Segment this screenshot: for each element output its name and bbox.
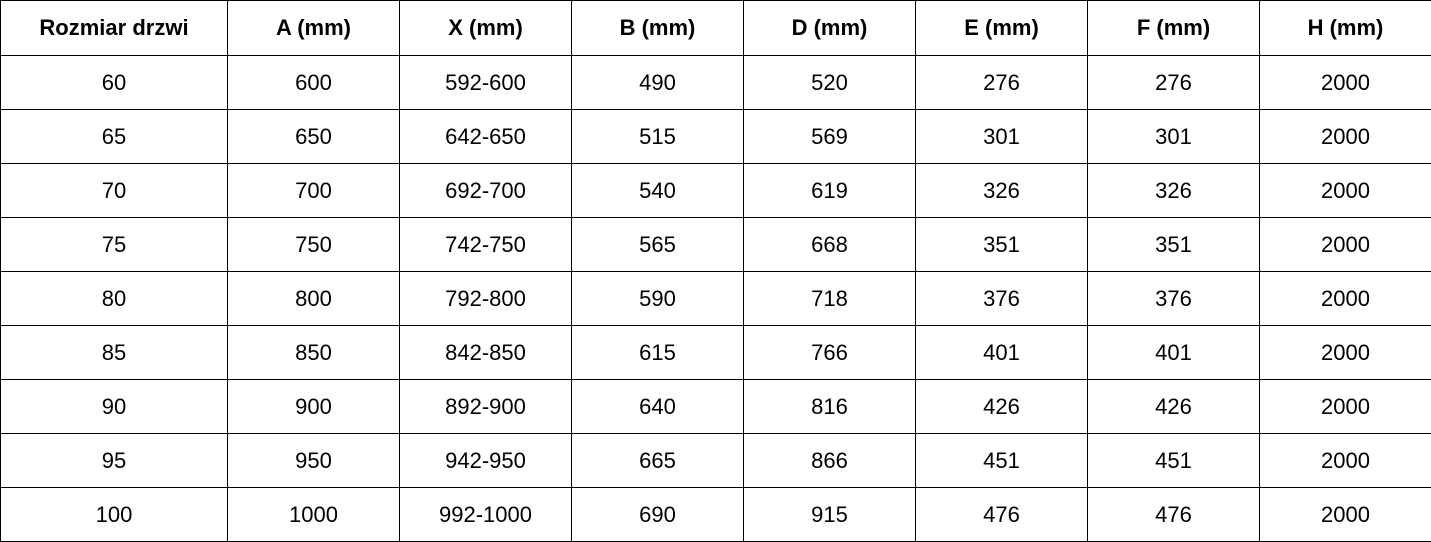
table-cell: 615 — [572, 326, 744, 380]
table-cell: 642-650 — [400, 110, 572, 164]
table-cell: 376 — [1088, 272, 1260, 326]
table-cell: 950 — [228, 434, 400, 488]
table-cell: 750 — [228, 218, 400, 272]
table-cell: 766 — [744, 326, 916, 380]
table-cell: 70 — [1, 164, 228, 218]
table-cell: 90 — [1, 380, 228, 434]
column-header: D (mm) — [744, 1, 916, 56]
table-cell: 476 — [1088, 488, 1260, 542]
table-cell: 915 — [744, 488, 916, 542]
table-cell: 2000 — [1260, 56, 1431, 110]
table-cell: 426 — [1088, 380, 1260, 434]
table-cell: 376 — [916, 272, 1088, 326]
table-cell: 95 — [1, 434, 228, 488]
table-cell: 600 — [228, 56, 400, 110]
table-cell: 1000 — [228, 488, 400, 542]
table-cell: 866 — [744, 434, 916, 488]
table-cell: 992-1000 — [400, 488, 572, 542]
table-cell: 665 — [572, 434, 744, 488]
column-header: F (mm) — [1088, 1, 1260, 56]
table-cell: 80 — [1, 272, 228, 326]
table-cell: 892-900 — [400, 380, 572, 434]
column-header: B (mm) — [572, 1, 744, 56]
table-cell: 60 — [1, 56, 228, 110]
table-cell: 942-950 — [400, 434, 572, 488]
table-cell: 451 — [916, 434, 1088, 488]
column-header: A (mm) — [228, 1, 400, 56]
table-cell: 569 — [744, 110, 916, 164]
table-cell: 640 — [572, 380, 744, 434]
table-cell: 718 — [744, 272, 916, 326]
table-cell: 75 — [1, 218, 228, 272]
table-cell: 520 — [744, 56, 916, 110]
table-cell: 85 — [1, 326, 228, 380]
table-cell: 515 — [572, 110, 744, 164]
table-cell: 565 — [572, 218, 744, 272]
table-cell: 2000 — [1260, 326, 1431, 380]
table-cell: 850 — [228, 326, 400, 380]
table-cell: 100 — [1, 488, 228, 542]
table-cell: 792-800 — [400, 272, 572, 326]
table-cell: 2000 — [1260, 110, 1431, 164]
table-cell: 650 — [228, 110, 400, 164]
table-cell: 592-600 — [400, 56, 572, 110]
table-cell: 590 — [572, 272, 744, 326]
table-cell: 426 — [916, 380, 1088, 434]
table-cell: 276 — [1088, 56, 1260, 110]
column-header: H (mm) — [1260, 1, 1431, 56]
table-cell: 301 — [1088, 110, 1260, 164]
table-cell: 668 — [744, 218, 916, 272]
table-cell: 816 — [744, 380, 916, 434]
table-cell: 276 — [916, 56, 1088, 110]
table-cell: 700 — [228, 164, 400, 218]
column-header: E (mm) — [916, 1, 1088, 56]
table-cell: 2000 — [1260, 164, 1431, 218]
table-cell: 900 — [228, 380, 400, 434]
table-cell: 351 — [916, 218, 1088, 272]
column-header: X (mm) — [400, 1, 572, 56]
table-cell: 451 — [1088, 434, 1260, 488]
table-cell: 842-850 — [400, 326, 572, 380]
table-cell: 326 — [916, 164, 1088, 218]
table-cell: 301 — [916, 110, 1088, 164]
table-cell: 490 — [572, 56, 744, 110]
table-cell: 692-700 — [400, 164, 572, 218]
table-cell: 351 — [1088, 218, 1260, 272]
table-cell: 476 — [916, 488, 1088, 542]
table-cell: 800 — [228, 272, 400, 326]
table-cell: 619 — [744, 164, 916, 218]
table-cell: 65 — [1, 110, 228, 164]
table-cell: 2000 — [1260, 488, 1431, 542]
table-cell: 690 — [572, 488, 744, 542]
table-cell: 2000 — [1260, 380, 1431, 434]
table-cell: 742-750 — [400, 218, 572, 272]
table-cell: 401 — [1088, 326, 1260, 380]
table-cell: 540 — [572, 164, 744, 218]
table-cell: 2000 — [1260, 272, 1431, 326]
table-cell: 401 — [916, 326, 1088, 380]
column-header: Rozmiar drzwi — [1, 1, 228, 56]
table-cell: 326 — [1088, 164, 1260, 218]
table-cell: 2000 — [1260, 434, 1431, 488]
table-cell: 2000 — [1260, 218, 1431, 272]
